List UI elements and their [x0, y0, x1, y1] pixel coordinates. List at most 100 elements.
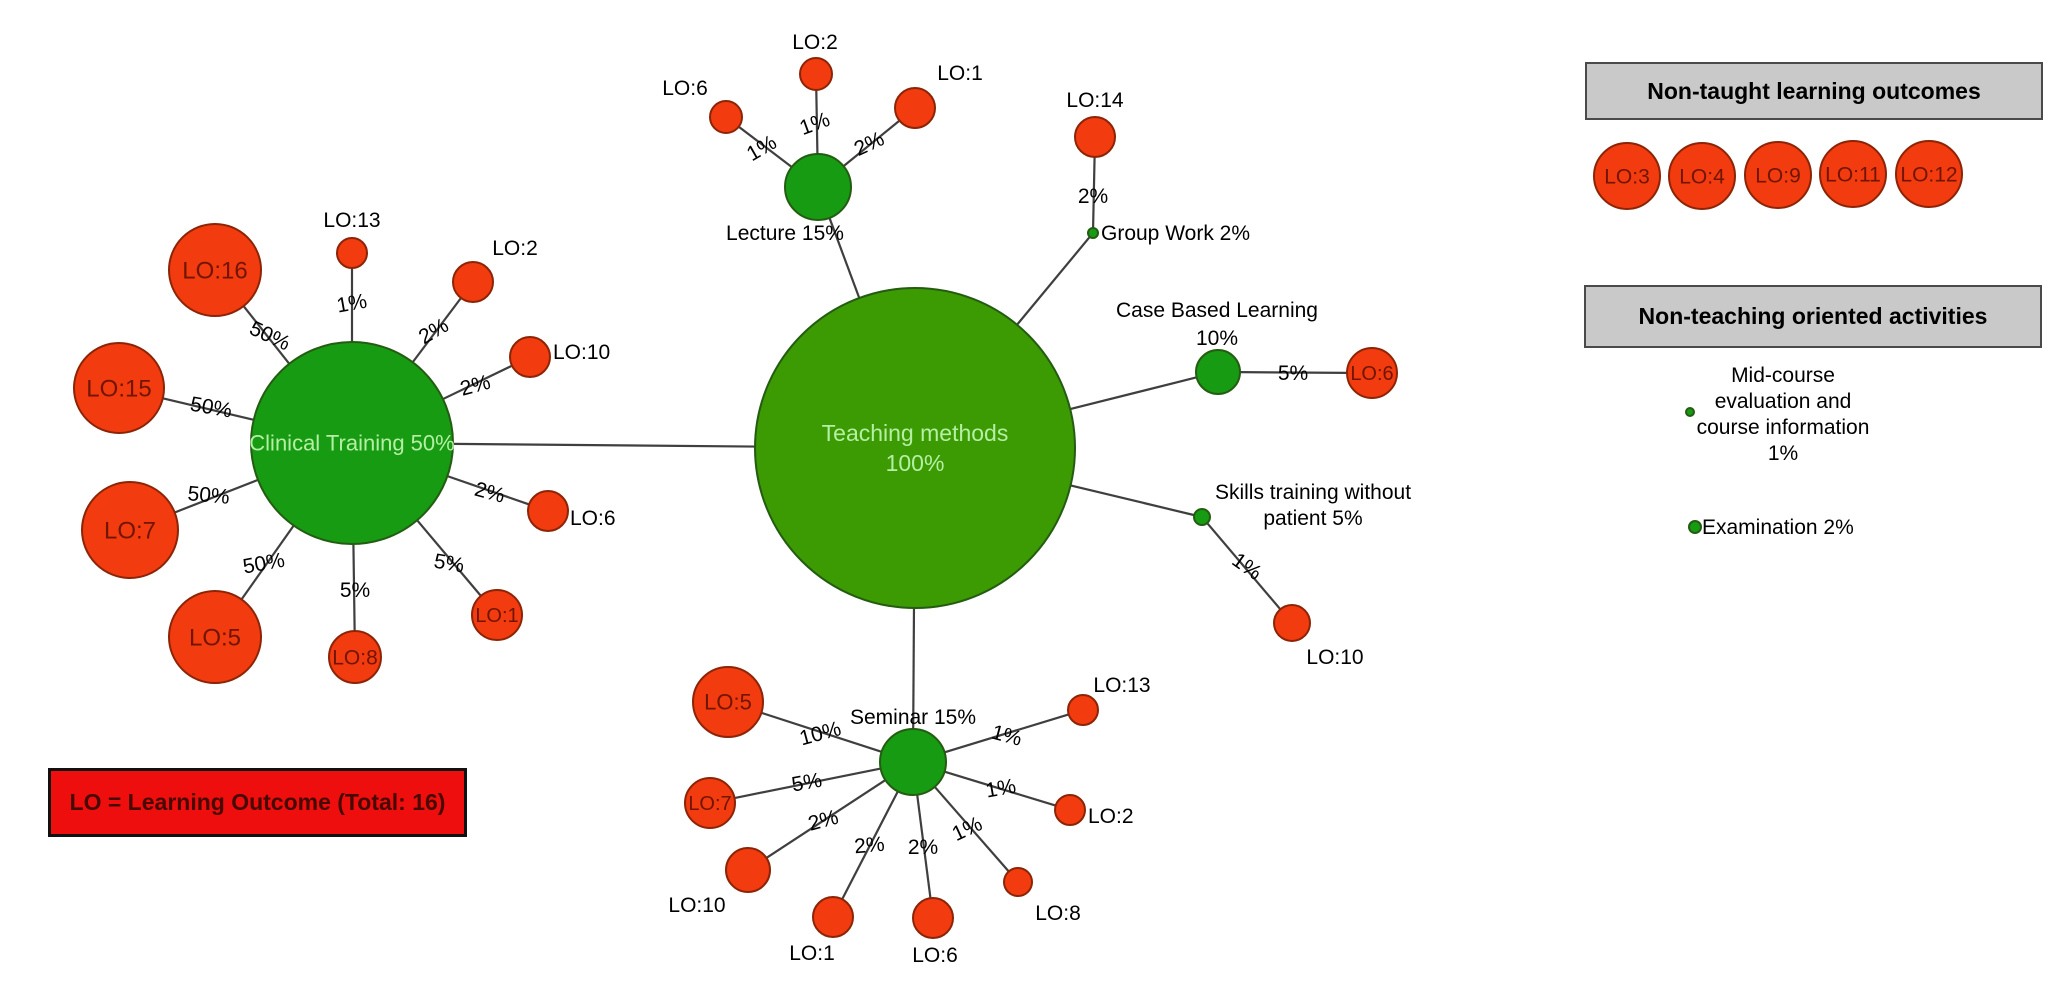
edge-label-seminar--seminar-lo8: 1% [949, 812, 986, 846]
node-label-seminar-lo5: LO:5 [704, 690, 752, 715]
node-case-based-learning [1195, 349, 1241, 395]
node-seminar-lo5 [692, 666, 764, 738]
edge-seminar--seminar-lo8 [933, 786, 1010, 873]
node-groupwork-lo14 [1074, 116, 1116, 158]
node-group-work [1087, 227, 1099, 239]
edge-seminar--seminar-lo7 [734, 767, 881, 800]
edge-label-lecture--lecture-lo2: 1% [797, 108, 833, 140]
node-mid-course [1685, 407, 1695, 417]
node-clinical-lo15 [73, 342, 165, 434]
edge-label-clinical-training--clinical-lo7: 50% [187, 482, 231, 509]
edge-label-lecture--lecture-lo6: 1% [743, 131, 781, 166]
edge-case-based-learning--cbl-lo6 [1239, 371, 1348, 374]
node-label-lecture-lo6: LO:6 [662, 77, 708, 100]
edge-clinical-training--clinical-lo8 [352, 543, 356, 632]
node-lecture [784, 153, 852, 221]
node-label-clinical-lo6: LO:6 [570, 507, 616, 530]
non-taught-title: Non-taught learning outcomes [1647, 77, 1981, 104]
node-label-seminar-lo7: LO:7 [688, 793, 731, 815]
edge-clinical-training--clinical-lo10 [442, 364, 513, 401]
edge-label-seminar--seminar-lo13: 1% [989, 721, 1024, 751]
node-label-nontaught-lo9: LO:9 [1755, 164, 1801, 187]
node-seminar [879, 728, 947, 796]
node-label-group-work: Group Work 2% [1101, 222, 1250, 245]
node-nontaught-lo9 [1744, 141, 1812, 209]
edge-teaching-methods--clinical-training [452, 442, 756, 448]
node-label-clinical-lo15: LO:15 [86, 375, 151, 402]
node-label-nontaught-lo3: LO:3 [1604, 165, 1650, 188]
edge-clinical-training--clinical-lo6 [447, 475, 530, 506]
node-lecture-lo1 [894, 87, 936, 129]
edge-label-group-work--groupwork-lo14: 2% [1078, 185, 1108, 208]
edge-seminar--seminar-lo10 [765, 779, 886, 859]
node-clinical-training [250, 341, 454, 545]
edge-lecture--lecture-lo6 [738, 125, 793, 168]
node-seminar-lo8 [1003, 867, 1033, 897]
non-teaching-header: Non-teaching oriented activities [1584, 285, 2042, 348]
edge-seminar--seminar-lo13 [944, 713, 1069, 754]
node-seminar-lo7 [684, 777, 736, 829]
node-label-lecture-lo2: LO:2 [792, 31, 838, 54]
edge-teaching-methods--skills-training [1070, 484, 1195, 517]
node-label-skills-training: patient 5% [1263, 507, 1362, 530]
edge-clinical-training--clinical-lo5 [240, 524, 295, 601]
node-clinical-lo5 [168, 590, 262, 684]
node-nontaught-lo3 [1593, 142, 1661, 210]
edge-label-clinical-training--clinical-lo13: 1% [335, 290, 369, 318]
node-seminar-lo10 [725, 847, 771, 893]
node-label-seminar-lo10: LO:10 [668, 894, 725, 917]
edge-label-seminar--seminar-lo2: 1% [984, 775, 1018, 803]
edge-group-work--groupwork-lo14 [1092, 156, 1096, 229]
node-label-clinical-lo2: LO:2 [492, 237, 538, 260]
edge-label-seminar--seminar-lo5: 10% [797, 717, 844, 750]
edge-seminar--seminar-lo2 [944, 770, 1056, 807]
node-label-mid-course: Mid-course [1731, 364, 1835, 387]
node-label-cbl-lo6: LO:6 [1350, 363, 1393, 385]
node-label-mid-course: evaluation and [1715, 390, 1852, 413]
edge-label-seminar--seminar-lo7: 5% [790, 769, 824, 797]
edge-teaching-methods--case-based-learning [1069, 376, 1197, 411]
edge-label-clinical-training--clinical-lo15: 50% [188, 393, 233, 423]
edge-label-seminar--seminar-lo10: 2% [806, 806, 841, 836]
node-nontaught-lo12 [1895, 140, 1963, 208]
node-label-lecture-lo1: LO:1 [937, 62, 983, 85]
node-lecture-lo6 [709, 100, 743, 134]
node-label-clinical-lo7: LO:7 [104, 517, 156, 544]
edge-label-case-based-learning--cbl-lo6: 5% [1278, 362, 1308, 385]
edge-label-clinical-training--clinical-lo2: 2% [415, 314, 453, 349]
node-label-case-based-learning: 10% [1196, 327, 1238, 350]
node-label-clinical-lo13: LO:13 [323, 209, 380, 232]
node-label-teaching-methods: 100% [886, 450, 945, 476]
legend-text: LO = Learning Outcome (Total: 16) [69, 789, 446, 815]
edge-teaching-methods--lecture [828, 217, 861, 299]
edge-seminar--seminar-lo5 [760, 711, 882, 753]
edge-clinical-training--clinical-lo7 [174, 478, 259, 514]
node-clinical-lo2 [452, 261, 494, 303]
node-clinical-lo6 [527, 490, 569, 532]
node-seminar-lo2 [1054, 794, 1086, 826]
node-skills-lo10 [1273, 604, 1311, 642]
edge-skills-training--skills-lo10 [1206, 522, 1282, 610]
node-label-clinical-lo1: LO:1 [475, 605, 518, 627]
node-label-mid-course: course information [1697, 416, 1870, 439]
node-label-lecture: Lecture 15% [726, 222, 844, 245]
edge-clinical-training--clinical-lo1 [416, 519, 482, 597]
node-label-mid-course: 1% [1768, 442, 1798, 465]
node-clinical-lo10 [509, 336, 551, 378]
edge-teaching-methods--seminar [912, 607, 916, 730]
node-label-nontaught-lo4: LO:4 [1679, 165, 1725, 188]
edge-seminar--seminar-lo6 [916, 794, 932, 899]
non-taught-header: Non-taught learning outcomes [1585, 62, 2043, 120]
node-clinical-lo7 [81, 481, 179, 579]
node-label-skills-lo10: LO:10 [1306, 646, 1363, 669]
edge-label-clinical-training--clinical-lo10: 2% [458, 371, 493, 401]
node-label-groupwork-lo14: LO:14 [1066, 89, 1124, 112]
edge-teaching-methods--group-work [1016, 236, 1091, 326]
edge-lecture--lecture-lo1 [842, 119, 901, 168]
node-clinical-lo8 [328, 630, 382, 684]
node-teaching-methods [754, 287, 1076, 609]
node-label-skills-training: Skills training without [1215, 481, 1411, 504]
node-label-seminar-lo1: LO:1 [789, 942, 835, 965]
